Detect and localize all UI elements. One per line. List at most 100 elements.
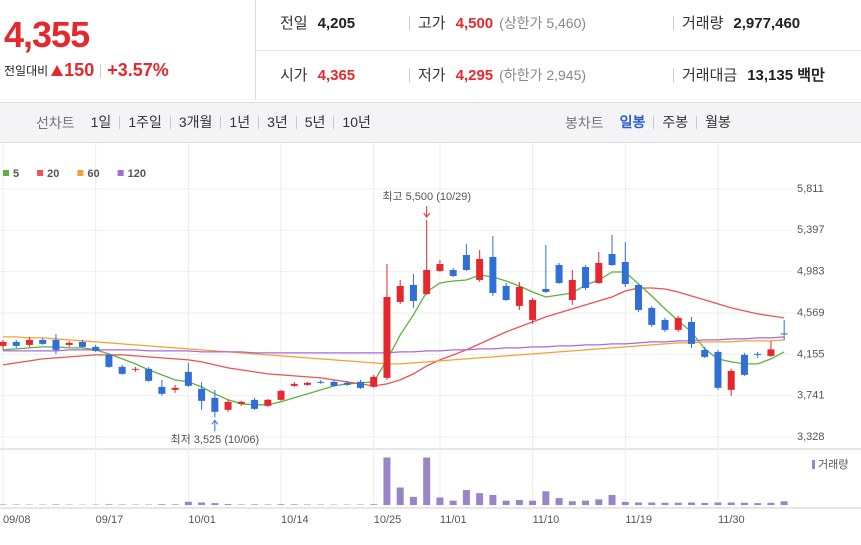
candle-body (65, 342, 73, 345)
x-tick-label: 10/14 (281, 514, 309, 526)
group-label: 선차트 (36, 114, 75, 131)
legend-swatch (77, 170, 84, 176)
summary-item: 저가 4,295 (하한가 2,945) (418, 64, 586, 85)
candle-body (780, 333, 788, 335)
candle-body (608, 253, 616, 265)
volume-bar (489, 495, 497, 505)
candle-body (635, 284, 643, 310)
volume-bar (224, 504, 232, 505)
candle-body (171, 387, 179, 390)
volume-bar (568, 501, 576, 505)
x-tick-label: 10/25 (374, 514, 402, 526)
candle-body (118, 366, 126, 374)
price: 4,355 (4, 14, 90, 55)
moving-average-line (3, 336, 785, 365)
quote-box: 4,355 전일대비 150 +3.57% (0, 0, 256, 100)
candle-body (767, 349, 775, 356)
y-tick-label: 4,155 (797, 348, 825, 360)
volume-bar (370, 504, 378, 505)
candle-body (105, 354, 113, 367)
summary-value: 4,295 (455, 67, 494, 84)
volume-bar (608, 495, 616, 505)
volume-bar (237, 504, 245, 505)
y-tick-label: 5,397 (797, 224, 825, 236)
volume-bar (0, 504, 7, 505)
candle-body (476, 258, 484, 280)
candle-body (449, 269, 457, 276)
volume-bar (687, 502, 695, 505)
volume-bar (198, 502, 206, 505)
period-tab[interactable]: 10년 (333, 115, 378, 129)
candle-body (145, 368, 153, 381)
candle-body (396, 285, 404, 302)
candle-body (621, 261, 629, 284)
summary-item: 시가 4,365 (280, 64, 355, 85)
y-tick-label: 3,741 (797, 390, 825, 402)
summary-note: (하한가 2,945) (499, 67, 587, 83)
candle-body (330, 381, 338, 386)
moving-average-line (2, 271, 785, 406)
candle-body (648, 307, 656, 325)
summary-label: 거래대금 (682, 67, 738, 84)
candle-chart-tabs: 봉차트 일봉 주봉 월봉 (565, 103, 739, 142)
x-tick-label: 09/08 (3, 514, 31, 526)
candle-body (383, 296, 391, 378)
up-arrow-icon (51, 65, 64, 76)
period-tab[interactable]: 3년 (258, 115, 296, 129)
period-tab[interactable]: 5년 (295, 115, 334, 129)
candle-body (25, 339, 33, 345)
candle-body (582, 266, 590, 288)
volume-bar (105, 504, 113, 505)
candle-tab[interactable]: 일봉 (619, 114, 646, 130)
divider (673, 68, 674, 82)
divider (100, 63, 102, 78)
candle-tab[interactable]: 월봉 (696, 115, 739, 129)
volume-bar (462, 490, 470, 505)
change-percent: +3.57% (107, 60, 169, 80)
moving-average-line (3, 336, 785, 354)
candle-body (740, 354, 748, 375)
volume-bar (118, 504, 126, 505)
legend-swatch (3, 170, 9, 176)
candle-body (687, 321, 695, 344)
candle-tab[interactable]: 주봉 (653, 115, 696, 129)
row-divider (256, 50, 861, 51)
summary-value: 2,977,460 (733, 15, 801, 32)
x-tick-label: 11/01 (440, 514, 467, 526)
period-tab[interactable]: 3개월 (169, 115, 221, 129)
candle-body (542, 288, 550, 292)
legend-swatch (37, 170, 44, 176)
summary-value: 4,365 (317, 67, 356, 84)
candle-body (198, 388, 206, 401)
divider (409, 68, 410, 82)
volume-bar (171, 504, 179, 505)
volume-bar (674, 502, 682, 505)
period-tab[interactable]: 1일 (90, 114, 112, 130)
candle-body (92, 346, 100, 351)
candle-body (489, 256, 497, 293)
period-tab[interactable]: 1주일 (119, 115, 170, 129)
legend-label: 5 (13, 168, 19, 180)
candle-body (754, 353, 762, 355)
period-tab[interactable]: 1년 (220, 115, 258, 129)
volume-bar (476, 493, 484, 505)
candle-body (277, 390, 285, 400)
legend-swatch (117, 170, 124, 176)
candle-body (12, 341, 20, 346)
volume-bar (648, 502, 656, 505)
divider (409, 16, 410, 30)
volume-bar (502, 500, 510, 505)
candle-body (184, 371, 192, 386)
candle-body (78, 341, 86, 347)
volume-bar (754, 503, 762, 505)
volume-bar (52, 504, 60, 505)
candle-body (39, 339, 47, 344)
candle-body (0, 341, 7, 346)
volume-bar (780, 501, 788, 505)
line-chart-tabs: 선차트 1일 1주일 3개월 1년 3년 5년 10년 (36, 103, 379, 142)
change-label: 전일대비 (4, 64, 49, 78)
volume-bar (449, 500, 457, 505)
candle-body (343, 382, 351, 385)
